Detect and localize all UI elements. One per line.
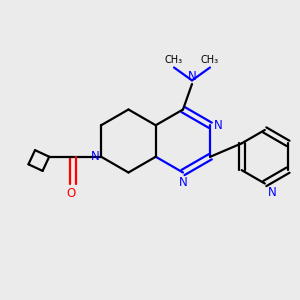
Text: CH₃: CH₃ — [201, 55, 219, 65]
Text: CH₃: CH₃ — [165, 55, 183, 65]
Text: O: O — [67, 187, 76, 200]
Text: N: N — [214, 119, 223, 132]
Text: N: N — [188, 70, 196, 83]
Text: N: N — [91, 150, 100, 163]
Text: N: N — [268, 186, 277, 199]
Text: N: N — [178, 176, 188, 189]
